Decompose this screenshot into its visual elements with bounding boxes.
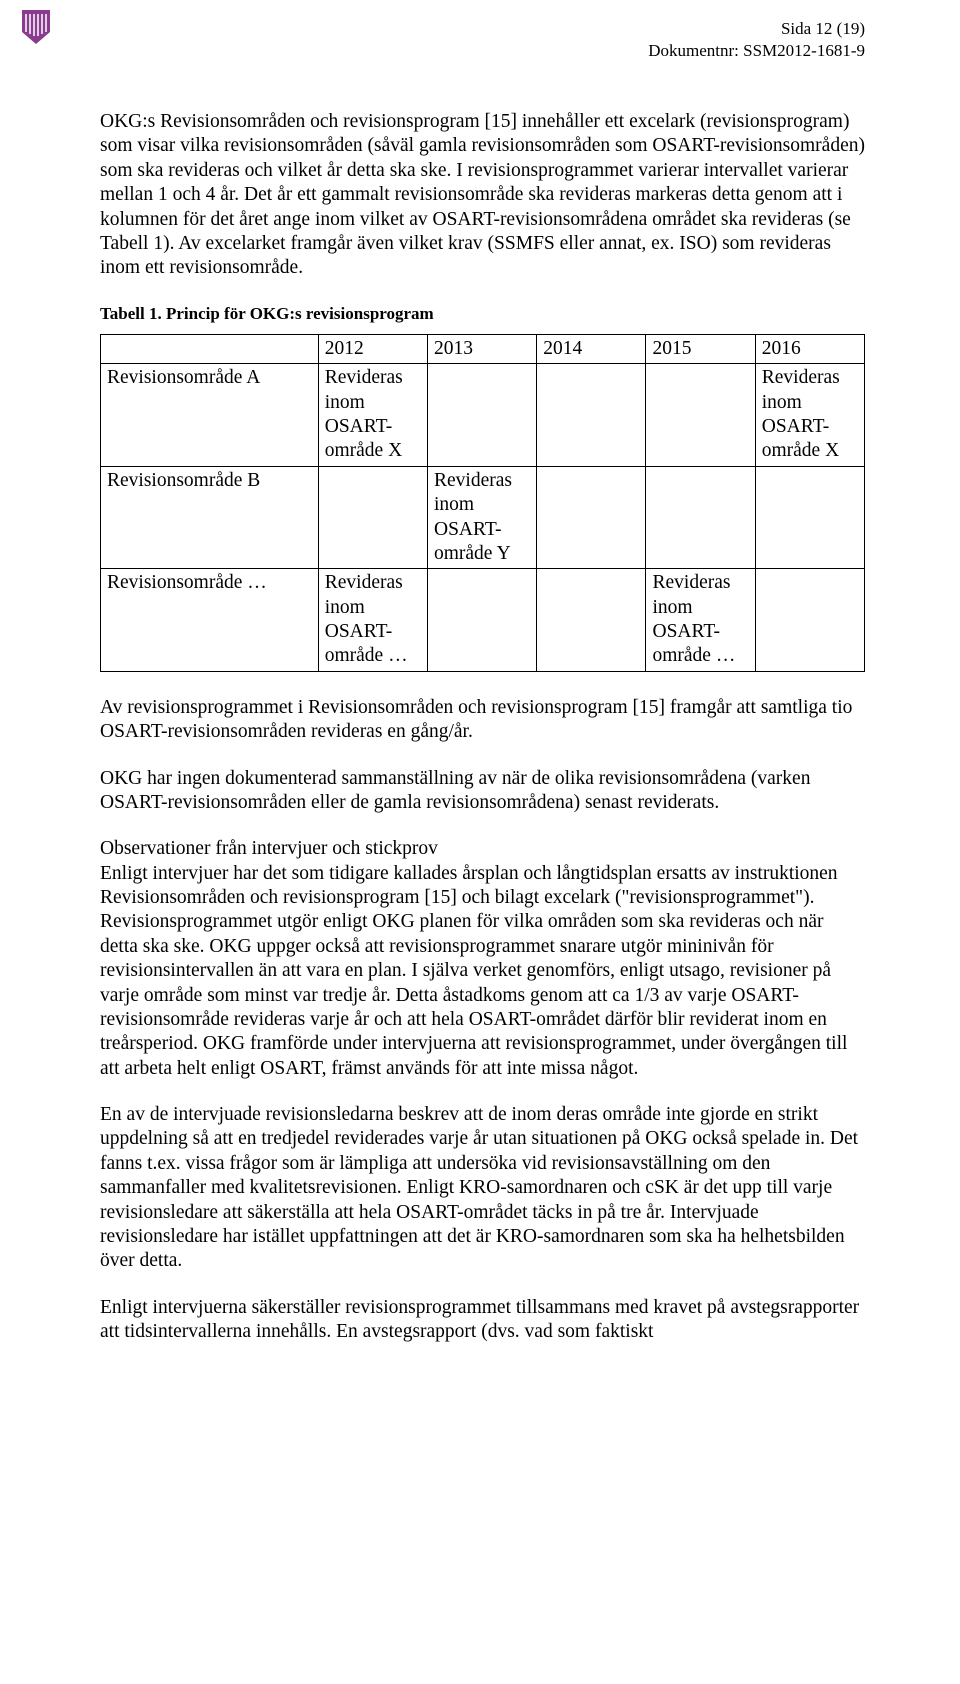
page-header: Sida 12 (19) Dokumentnr: SSM2012-1681-9 [648, 18, 865, 62]
table-cell [427, 364, 536, 467]
paragraph: Av revisionsprogrammet i Revisionsområde… [100, 696, 865, 745]
paragraph: OKG har ingen dokumenterad sammanställni… [100, 767, 865, 816]
table-cell [755, 466, 864, 569]
table-header-year: 2015 [646, 334, 755, 363]
table-cell [427, 569, 536, 672]
page-number: Sida 12 (19) [648, 18, 865, 40]
table-row: Revisionsområde B Revideras inom OSART-o… [101, 466, 865, 569]
table-cell: Revideras inom OSART-område Y [427, 466, 536, 569]
table-cell [755, 569, 864, 672]
subheading: Observationer från intervjuer och stickp… [100, 838, 438, 859]
table-caption: Tabell 1. Princip för OKG:s revisionspro… [100, 303, 865, 324]
table-header-row: 2012 2013 2014 2015 2016 [101, 334, 865, 363]
agency-logo [22, 10, 50, 44]
table-row: Revisionsområde A Revideras inom OSART-o… [101, 364, 865, 467]
table-cell [537, 569, 646, 672]
page-content: OKG:s Revisionsområden och revisionsprog… [100, 110, 865, 1344]
table-cell [537, 364, 646, 467]
table-cell [646, 364, 755, 467]
paragraph: En av de intervjuade revisionsledarna be… [100, 1103, 865, 1274]
table-header-year: 2012 [318, 334, 427, 363]
revision-table: 2012 2013 2014 2015 2016 Revisionsområde… [100, 334, 865, 672]
table-row-label: Revisionsområde … [101, 569, 319, 672]
table-row-label: Revisionsområde B [101, 466, 319, 569]
table-header-year: 2016 [755, 334, 864, 363]
table-row: Revisionsområde … Revideras inom OSART-o… [101, 569, 865, 672]
table-cell [318, 466, 427, 569]
table-header-year: 2014 [537, 334, 646, 363]
table-row-label: Revisionsområde A [101, 364, 319, 467]
table-header-year: 2013 [427, 334, 536, 363]
table-cell: Revideras inom OSART-område … [646, 569, 755, 672]
paragraph-body: Enligt intervjuer har det som tidigare k… [100, 863, 847, 1079]
table-header-empty [101, 334, 319, 363]
table-cell: Revideras inom OSART-område … [318, 569, 427, 672]
table-cell [537, 466, 646, 569]
document-number: Dokumentnr: SSM2012-1681-9 [648, 40, 865, 62]
paragraph-intro: OKG:s Revisionsområden och revisionsprog… [100, 110, 865, 281]
paragraph-observations: Observationer från intervjuer och stickp… [100, 837, 865, 1081]
paragraph: Enligt intervjuerna säkerställer revisio… [100, 1296, 865, 1345]
page-container: Sida 12 (19) Dokumentnr: SSM2012-1681-9 … [0, 0, 960, 1406]
table-cell: Revideras inom OSART-område X [755, 364, 864, 467]
table-cell [646, 466, 755, 569]
table-cell: Revideras inom OSART-område X [318, 364, 427, 467]
